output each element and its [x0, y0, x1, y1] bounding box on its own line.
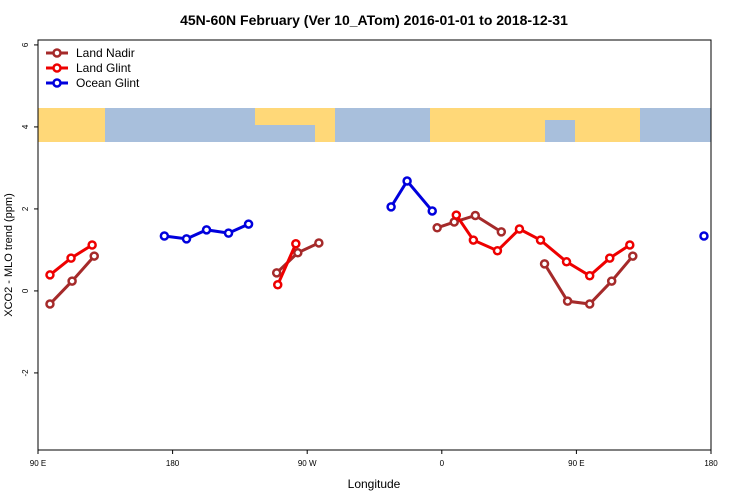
data-point — [87, 240, 97, 250]
x-tick-label: 180 — [166, 459, 180, 468]
data-point — [584, 271, 595, 281]
data-point — [314, 238, 324, 248]
data-point — [201, 225, 212, 235]
data-point — [272, 280, 283, 290]
data-point — [584, 299, 595, 309]
data-point — [291, 239, 301, 249]
data-point — [89, 251, 99, 261]
y-tick-label: 4 — [21, 124, 30, 129]
y-tick-label: 0 — [21, 288, 30, 293]
data-point — [451, 210, 462, 220]
map-band — [38, 108, 711, 142]
x-tick-label: 90 W — [298, 459, 317, 468]
legend-label: Ocean Glint — [76, 76, 140, 90]
data-point — [496, 227, 507, 237]
chart-title: 45N-60N February (Ver 10_ATom) 2016-01-0… — [180, 12, 568, 28]
data-point — [625, 240, 635, 250]
data-point — [386, 202, 396, 212]
x-tick-label: 180 — [704, 459, 718, 468]
data-point — [432, 223, 442, 233]
map-ocean — [640, 108, 711, 142]
plot-frame — [37, 39, 712, 451]
data-point — [562, 296, 573, 306]
legend-marker — [52, 48, 62, 58]
map-ocean — [335, 108, 430, 142]
x-tick-label: 0 — [440, 459, 445, 468]
data-point — [628, 251, 638, 261]
data-point — [67, 276, 77, 286]
legend-label: Land Nadir — [76, 46, 135, 60]
x-axis-label: Longitude — [348, 477, 401, 491]
data-point — [470, 210, 481, 221]
data-point — [271, 268, 282, 278]
data-point — [223, 228, 234, 238]
data-point — [243, 219, 254, 229]
map-ocean — [545, 120, 575, 142]
data-point — [535, 235, 546, 245]
data-point — [514, 224, 525, 234]
data-point — [45, 270, 55, 280]
data-point — [159, 231, 170, 241]
y-tick-label: -2 — [21, 369, 30, 377]
legend-label: Land Glint — [76, 61, 131, 75]
data-point — [402, 176, 412, 186]
data-point — [45, 299, 55, 309]
y-axis-label: XCO2 - MLO trend (ppm) — [3, 193, 15, 316]
data-point — [539, 259, 550, 269]
data-point — [293, 248, 303, 258]
y-tick-label: 2 — [21, 206, 30, 211]
data-point — [699, 231, 709, 241]
map-ocean — [255, 125, 315, 142]
legend-marker — [52, 63, 62, 73]
data-point — [492, 245, 503, 256]
series-line — [49, 214, 631, 286]
x-tick-label: 90 E — [568, 459, 584, 468]
data-point — [427, 206, 437, 216]
data-point — [66, 253, 76, 263]
data-point — [606, 276, 617, 286]
data-point — [181, 234, 192, 244]
data-point — [561, 257, 572, 267]
y-tick-label: 6 — [21, 42, 30, 47]
legend-marker — [52, 78, 62, 88]
map-ocean — [105, 108, 255, 142]
data-point — [605, 253, 615, 263]
x-tick-label: 90 E — [30, 459, 46, 468]
data-point — [468, 235, 479, 245]
